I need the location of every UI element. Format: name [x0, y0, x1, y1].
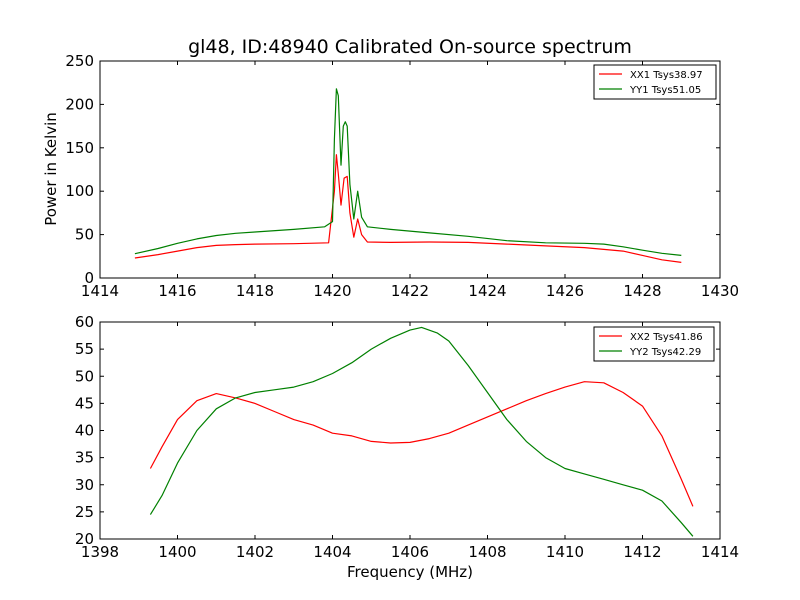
legend-label: YY2 Tsys42.29: [629, 347, 701, 358]
series-line-1-1: [134, 154, 682, 263]
legend-label: XX2 Tsys41.86: [630, 332, 703, 343]
x-tick-label: 1424: [468, 282, 506, 300]
x-tick-label: 1430: [701, 282, 739, 300]
x-axis-label: Frequency (MHz): [347, 563, 473, 581]
x-tick-label: 1402: [236, 543, 274, 561]
y-tick-label: 60: [75, 313, 94, 331]
x-tick-label: 1400: [158, 543, 196, 561]
legend-box: [593, 64, 717, 100]
x-tick-label: 1410: [546, 543, 584, 561]
x-tick-label: 1398: [81, 543, 119, 561]
legend-label: YY1 Tsys51.05: [629, 85, 701, 96]
y-tick-label: 200: [65, 95, 94, 113]
y-tick-label: 20: [75, 530, 94, 548]
x-tick-label: 1428: [623, 282, 661, 300]
y-tick-label: 250: [65, 52, 94, 70]
x-tick-label: 1412: [623, 543, 661, 561]
y-tick-label: 55: [75, 340, 94, 358]
series-line-1-2: [134, 88, 682, 256]
x-tick-label: 1414: [81, 282, 119, 300]
y-axis-label-top: Power in Kelvin: [42, 112, 60, 226]
y-tick-label: 100: [65, 182, 94, 200]
y-tick-label: 35: [75, 449, 94, 467]
y-tick-label: 40: [75, 422, 94, 440]
y-tick-label: 150: [65, 139, 94, 157]
x-tick-label: 1418: [236, 282, 274, 300]
x-tick-label: 1422: [391, 282, 429, 300]
y-tick-label: 45: [75, 394, 94, 412]
y-tick-label: 50: [75, 226, 94, 244]
bottom-panel: 1398 1400 1402 1404 1406 1408 1410 1412 1414 20 25…: [75, 313, 739, 561]
y-tick-label: 50: [75, 367, 94, 385]
legend-box: [593, 326, 715, 362]
y-tick-label: 30: [75, 476, 94, 494]
x-tick-label: 1420: [313, 282, 351, 300]
top-panel: 1414 1416 1418 1420 1422 1424 1426 1428 1430 0 50 1…: [65, 52, 739, 300]
series-line-2-1: [149, 381, 694, 507]
series-line-2-2: [149, 326, 694, 537]
x-tick-label: 1416: [158, 282, 196, 300]
legend-label: XX1 Tsys38.97: [630, 70, 703, 81]
x-tick-label: 1406: [391, 543, 429, 561]
x-tick-label: 1414: [701, 543, 739, 561]
x-tick-label: 1408: [468, 543, 506, 561]
x-tick-label: 1426: [546, 282, 584, 300]
y-tick-label: 25: [75, 503, 94, 521]
x-tick-label: 1404: [313, 543, 351, 561]
y-tick-label: 0: [84, 269, 94, 287]
chart-title: gl48, ID:48940 Calibrated On-source spec…: [188, 36, 632, 58]
